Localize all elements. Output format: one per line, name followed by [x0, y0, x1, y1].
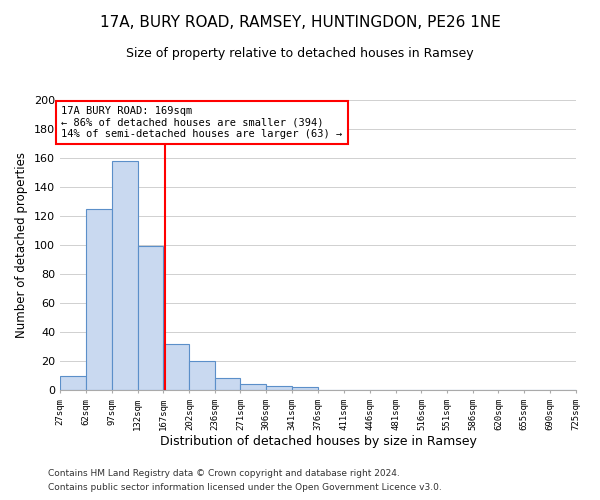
Bar	[241, 384, 266, 390]
Text: Contains public sector information licensed under the Open Government Licence v3: Contains public sector information licen…	[48, 484, 442, 492]
Text: Size of property relative to detached houses in Ramsey: Size of property relative to detached ho…	[126, 48, 474, 60]
Text: Contains HM Land Registry data © Crown copyright and database right 2024.: Contains HM Land Registry data © Crown c…	[48, 468, 400, 477]
Bar	[86, 209, 112, 390]
Bar	[163, 344, 190, 390]
X-axis label: Distribution of detached houses by size in Ramsey: Distribution of detached houses by size …	[160, 436, 476, 448]
Y-axis label: Number of detached properties: Number of detached properties	[16, 152, 28, 338]
Text: 17A, BURY ROAD, RAMSEY, HUNTINGDON, PE26 1NE: 17A, BURY ROAD, RAMSEY, HUNTINGDON, PE26…	[100, 15, 500, 30]
Bar	[137, 246, 163, 390]
Bar	[215, 378, 241, 390]
Bar	[190, 361, 215, 390]
Text: 17A BURY ROAD: 169sqm
← 86% of detached houses are smaller (394)
14% of semi-det: 17A BURY ROAD: 169sqm ← 86% of detached …	[61, 106, 343, 139]
Bar	[292, 387, 318, 390]
Bar	[266, 386, 292, 390]
Bar	[112, 161, 137, 390]
Bar	[60, 376, 86, 390]
